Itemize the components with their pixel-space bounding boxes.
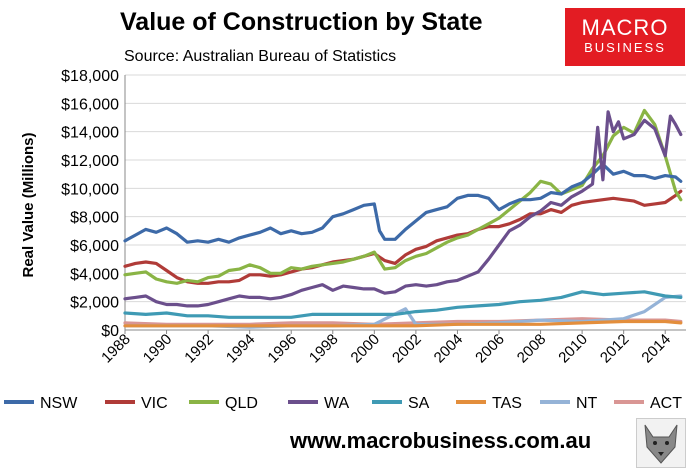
series-line-tas <box>123 319 683 328</box>
x-tick-label: 2012 <box>597 331 633 367</box>
y-tick-label: $10,000 <box>61 181 119 198</box>
x-axis-ticks: 1988 1990 1992 1994 1996 1998 2000 2002 2004 2006… <box>98 330 674 366</box>
series-line-sa <box>123 290 683 319</box>
y-tick-label: $4,000 <box>70 266 119 283</box>
legend-label-nt: NT <box>576 395 598 412</box>
legend-label-qld: QLD <box>225 395 258 412</box>
series-lines <box>123 108 683 329</box>
y-tick-label: $18,000 <box>61 68 119 85</box>
y-tick-label: $8,000 <box>70 210 119 227</box>
y-tick-label: $0 <box>101 323 119 340</box>
x-tick-label: 2002 <box>389 331 425 367</box>
website-url: www.macrobusiness.com.au <box>290 428 592 453</box>
series-line-vic <box>123 189 683 285</box>
grid-lines <box>124 74 686 331</box>
logo-line-1: MACRO <box>581 15 669 40</box>
x-tick-label: 1994 <box>223 331 259 367</box>
legend-label-sa: SA <box>408 395 430 412</box>
x-tick-label: 2000 <box>348 331 384 367</box>
legend-label-act: ACT <box>650 395 682 412</box>
legend-label-wa: WA <box>324 395 350 412</box>
x-tick-label: 2010 <box>555 331 591 367</box>
x-tick-label: 1998 <box>306 331 342 367</box>
x-tick-label: 2004 <box>431 331 467 367</box>
series-line-wa <box>123 110 683 308</box>
x-tick-label: 2006 <box>472 331 508 367</box>
y-tick-label: $12,000 <box>61 153 119 170</box>
legend: NSW VIC QLD WA SA TAS NT ACT <box>4 395 682 412</box>
wolf-icon <box>636 418 686 468</box>
y-tick-label: $2,000 <box>70 295 119 312</box>
x-tick-label: 1990 <box>140 331 176 367</box>
y-axis-ticks: $0 $2,000 $4,000 $6,000 $8,000 $10,000 $12,000… <box>61 68 119 340</box>
x-tick-label: 2014 <box>638 331 674 367</box>
y-tick-label: $6,000 <box>70 238 119 255</box>
legend-label-vic: VIC <box>141 395 168 412</box>
y-tick-label: $16,000 <box>61 96 119 113</box>
chart-subtitle: Source: Australian Bureau of Statistics <box>124 48 397 65</box>
logo-line-2: BUSINESS <box>584 40 666 55</box>
series-line-nsw <box>123 162 683 244</box>
y-tick-label: $14,000 <box>61 125 119 142</box>
legend-label-tas: TAS <box>492 395 522 412</box>
x-tick-label: 1992 <box>181 331 217 367</box>
macrobusiness-logo: MACRO BUSINESS <box>565 8 685 66</box>
x-tick-label: 2008 <box>514 331 550 367</box>
chart-title: Value of Construction by State <box>120 8 483 36</box>
legend-label-nsw: NSW <box>40 395 78 412</box>
x-tick-label: 1996 <box>264 331 300 367</box>
y-axis-label: Real Value (Millions) <box>20 132 37 277</box>
